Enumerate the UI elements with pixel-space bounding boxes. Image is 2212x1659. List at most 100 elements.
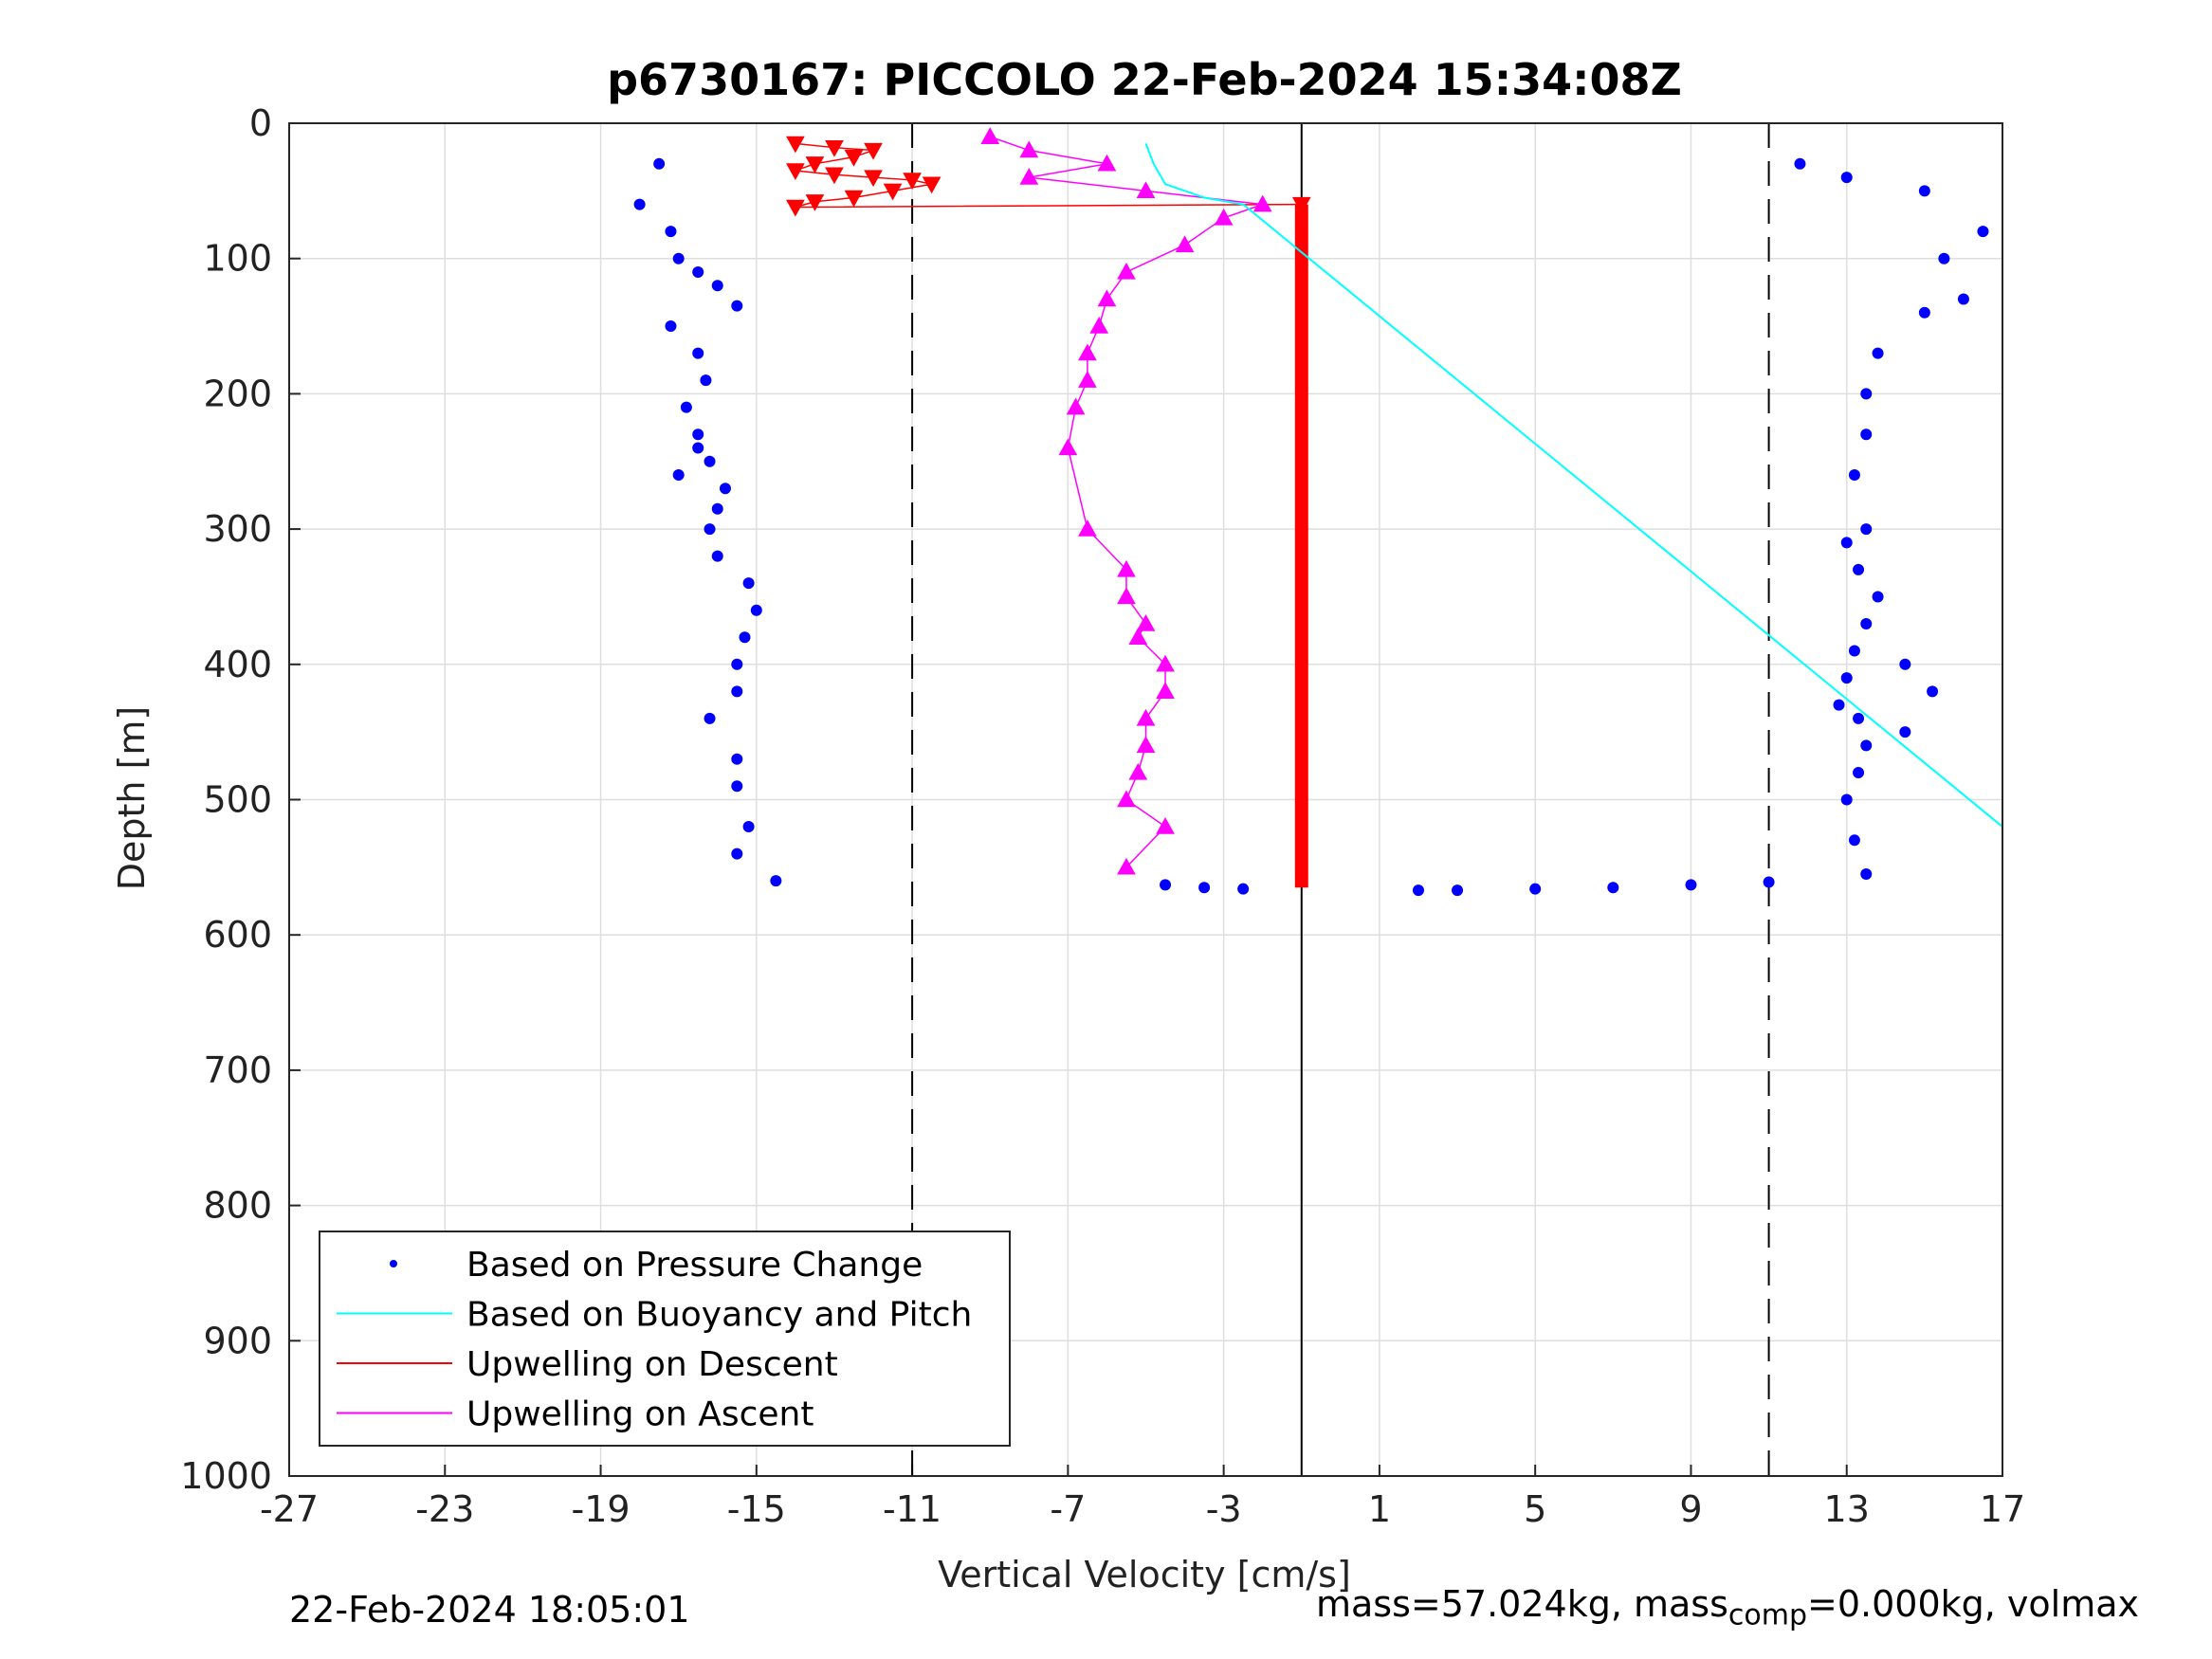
legend-box: [319, 1231, 1011, 1447]
pressure-ascent-point: [1957, 293, 1969, 305]
pressure-ascent-point: [1899, 726, 1911, 738]
pressure-descent-point: [750, 604, 762, 616]
y-tick-label: 0: [249, 102, 272, 144]
ascent-upwelling-marker: [1078, 520, 1097, 537]
descent-upwelling-marker: [786, 163, 805, 180]
pressure-ascent-point: [1840, 793, 1853, 806]
descent-upwelling-marker: [864, 142, 883, 160]
pressure-ascent-point: [1860, 617, 1873, 629]
descent-upwelling-marker: [825, 167, 844, 185]
ascent-upwelling-marker: [1128, 628, 1148, 645]
y-tick-label: 400: [203, 644, 272, 685]
pressure-bottom-point: [1452, 884, 1464, 897]
ascent-upwelling-marker: [1156, 654, 1175, 672]
y-axis-label: Depth [m]: [111, 706, 153, 891]
y-tick-label: 500: [203, 779, 272, 821]
x-tick-label: -11: [883, 1488, 941, 1530]
legend-entry-label: Based on Pressure Change: [466, 1246, 923, 1285]
pressure-ascent-point: [1938, 252, 1950, 264]
pressure-ascent-point: [1840, 537, 1853, 549]
pressure-ascent-point: [1977, 226, 1989, 238]
ascent-upwelling-marker: [1156, 682, 1175, 700]
pressure-descent-point: [711, 550, 723, 562]
ascent-upwelling-marker: [1117, 790, 1136, 808]
buoyancy-pitch-line: [1144, 143, 2003, 828]
legend-entry-label: Based on Buoyancy and Pitch: [466, 1296, 972, 1335]
pressure-descent-point: [665, 320, 677, 333]
mass-subscript: comp: [1728, 1598, 1808, 1632]
descent-upwelling-marker: [786, 136, 805, 154]
x-tick-label: -7: [1050, 1488, 1086, 1530]
y-tick-label: 100: [203, 238, 272, 280]
descent-upwelling-marker: [786, 199, 805, 217]
ascent-upwelling-marker: [1252, 194, 1272, 212]
pressure-descent-point: [711, 502, 723, 515]
mass-suffix: =0.000kg, volmax: [1807, 1583, 2140, 1625]
y-tick-label: 600: [203, 914, 272, 956]
ascent-upwelling-marker: [1175, 235, 1195, 253]
pressure-descent-point: [704, 455, 716, 467]
pressure-ascent-point: [1840, 172, 1853, 184]
pressure-ascent-point: [1872, 591, 1884, 603]
x-tick-label: -19: [572, 1488, 631, 1530]
descent-upwelling-marker: [922, 176, 941, 194]
pressure-bottom-point: [1412, 884, 1424, 897]
pressure-descent-point: [704, 712, 716, 724]
descent-upwelling-marker: [864, 170, 883, 188]
pressure-ascent-point: [1927, 685, 1939, 698]
ascent-upwelling-marker: [1078, 343, 1097, 361]
x-tick-label: 17: [1980, 1488, 2025, 1530]
pressure-ascent-point: [1794, 157, 1806, 170]
ascent-upwelling-marker: [1136, 708, 1156, 726]
descent-upwelling-marker: [903, 173, 922, 190]
x-axis-label: Vertical Velocity [cm/s]: [938, 1554, 1351, 1595]
x-tick-label: -27: [260, 1488, 319, 1530]
x-tick-label: -3: [1206, 1488, 1242, 1530]
ascent-upwelling-marker: [1214, 208, 1234, 226]
pressure-descent-point: [731, 753, 743, 765]
pressure-descent-point: [719, 483, 731, 495]
x-tick-label: -23: [415, 1488, 474, 1530]
pressure-descent-point: [731, 685, 743, 698]
pressure-descent-point: [692, 428, 704, 441]
mass-prefix: mass=57.024kg, mass: [1316, 1583, 1728, 1625]
y-tick-label: 1000: [180, 1455, 272, 1497]
pressure-descent-point: [742, 821, 755, 833]
pressure-descent-point: [731, 848, 743, 860]
y-tick-label: 700: [203, 1049, 272, 1091]
pressure-bottom-point: [1685, 879, 1697, 891]
ascent-upwelling-marker: [1117, 559, 1136, 577]
descent-upwelling-marker: [825, 139, 844, 157]
ascent-upwelling-marker: [1117, 587, 1136, 605]
pressure-descent-point: [731, 780, 743, 793]
pressure-descent-point: [692, 347, 704, 359]
y-tick-label: 900: [203, 1320, 272, 1361]
pressure-descent-point: [739, 631, 751, 644]
footer-timestamp: 22-Feb-2024 18:05:01: [289, 1589, 690, 1631]
ascent-upwelling-marker: [1078, 371, 1097, 388]
pressure-descent-point: [700, 374, 712, 387]
y-tick-label: 800: [203, 1185, 272, 1227]
pressure-descent-point: [704, 523, 716, 536]
legend: Based on Pressure Change Based on Buoyanc…: [319, 1231, 1011, 1447]
ascent-upwelling-marker: [1136, 181, 1156, 199]
ascent-upwelling-marker: [1128, 762, 1148, 780]
ascent-upwelling-marker: [1019, 140, 1039, 158]
ascent-upwelling-marker: [1117, 262, 1136, 280]
pressure-ascent-point: [1872, 347, 1884, 359]
legend-swatch-dot: [390, 1260, 397, 1267]
pressure-descent-point: [672, 252, 685, 264]
pressure-ascent-point: [1918, 306, 1930, 319]
pressure-descent-point: [672, 469, 685, 482]
y-tick-label: 200: [203, 373, 272, 414]
pressure-ascent-point: [1848, 469, 1860, 482]
pressure-ascent-point: [1848, 645, 1860, 657]
pressure-descent-point: [742, 577, 755, 590]
pressure-bottom-point: [1763, 876, 1775, 888]
ascent-upwelling-marker: [1058, 438, 1078, 456]
ascent-upwelling-marker: [1066, 397, 1086, 415]
x-tick-label: 13: [1824, 1488, 1870, 1530]
descent-upwelling-marker: [883, 183, 903, 201]
legend-entry-label: Upwelling on Descent: [466, 1345, 838, 1384]
ascent-upwelling-marker: [1136, 736, 1156, 754]
